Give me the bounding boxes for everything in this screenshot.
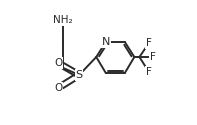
- Text: F: F: [150, 52, 156, 62]
- Text: O: O: [54, 83, 62, 93]
- Text: F: F: [146, 38, 152, 48]
- Text: N: N: [102, 37, 110, 47]
- Text: NH₂: NH₂: [53, 15, 73, 25]
- Text: F: F: [146, 67, 152, 77]
- Text: S: S: [76, 70, 83, 80]
- Text: O: O: [54, 58, 62, 68]
